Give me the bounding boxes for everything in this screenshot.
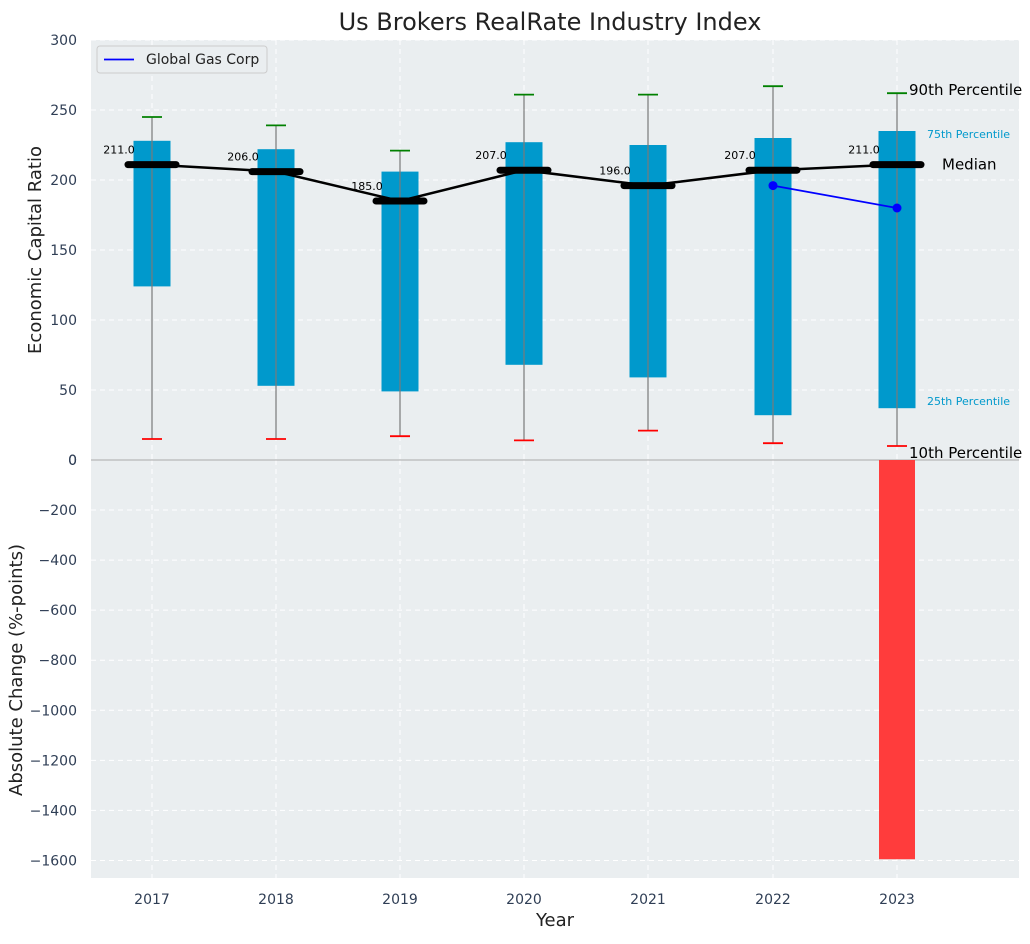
median-value-label: 206.0 [227, 151, 259, 164]
company-line [772, 184, 898, 209]
top-y-tick-label: 250 [50, 103, 77, 119]
bottom-y-tick-label: −400 [39, 553, 77, 569]
annotation-median: Median [942, 156, 997, 174]
chart-title: Us Brokers RealRate Industry Index [339, 8, 762, 36]
top-y-tick-label: 50 [59, 383, 77, 399]
annotation-90th: 90th Percentile [909, 81, 1022, 99]
median-value-label: 196.0 [599, 165, 631, 178]
x-axis-label: Year [535, 910, 575, 931]
change-bar [879, 460, 915, 860]
bottom-y-tick-label: −1400 [30, 803, 77, 819]
top-y-tick-label: 200 [50, 173, 77, 189]
median-value-label: 211.0 [103, 144, 135, 157]
legend-box [96, 45, 268, 74]
median-value-label: 207.0 [475, 149, 507, 162]
annotation-75th: 75th Percentile [927, 128, 1010, 141]
bottom-y-tick-label: −1600 [30, 853, 77, 869]
bottom-y-tick-label: 0 [68, 453, 77, 469]
bottom-y-axis-label: Absolute Change (%-points) [6, 544, 27, 796]
legend-label: Global Gas Corp [146, 52, 259, 68]
x-tick-label: 2017 [134, 892, 170, 908]
bottom-y-tick-label: −1000 [30, 703, 77, 719]
x-tick-label: 2020 [506, 892, 542, 908]
x-tick-label: 2023 [879, 892, 915, 908]
company-point [892, 203, 902, 213]
median-value-label: 207.0 [724, 149, 756, 162]
bottom-panel-background [91, 460, 1019, 878]
median-value-label: 185.0 [351, 180, 383, 193]
x-tick-label: 2022 [755, 892, 791, 908]
top-y-tick-label: 150 [50, 243, 77, 259]
top-y-tick-label: 100 [50, 313, 77, 329]
x-tick-label: 2021 [630, 892, 666, 908]
x-tick-label: 2019 [382, 892, 418, 908]
top-y-axis-label: Economic Capital Ratio [25, 146, 46, 354]
bottom-y-tick-label: −200 [39, 503, 77, 519]
x-tick-label: 2018 [258, 892, 294, 908]
top-y-tick-label: 0 [68, 453, 77, 469]
bottom-y-tick-label: −800 [39, 653, 77, 669]
top-y-tick-label: 300 [50, 33, 77, 49]
company-point [768, 181, 778, 191]
annotation-10th: 10th Percentile [909, 444, 1022, 462]
median-value-label: 211.0 [848, 144, 880, 157]
bottom-y-tick-label: −1200 [30, 753, 77, 769]
annotation-25th: 25th Percentile [927, 395, 1010, 408]
bottom-y-tick-label: −600 [39, 603, 77, 619]
